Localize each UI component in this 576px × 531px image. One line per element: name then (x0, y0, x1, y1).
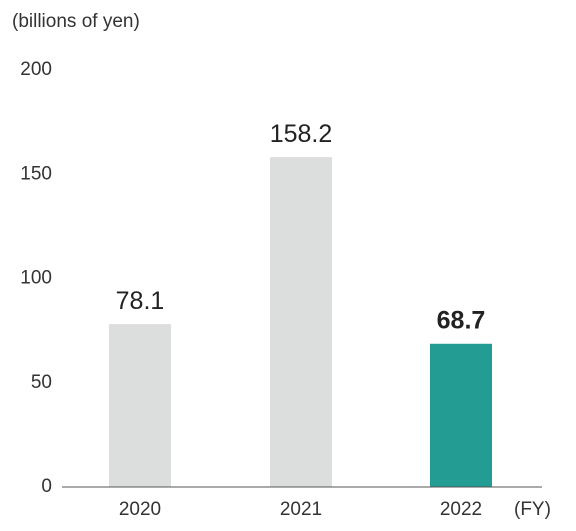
y-tick-label: 0 (41, 476, 52, 497)
y-axis-label: (billions of yen) (12, 11, 140, 32)
y-tick-label: 150 (20, 163, 52, 184)
bar (109, 324, 171, 487)
y-tick-label: 50 (31, 372, 52, 393)
x-tick-label: 2020 (119, 499, 161, 520)
x-tick-label: 2022 (440, 499, 482, 520)
bar (430, 343, 492, 487)
y-tick-label: 100 (20, 268, 52, 289)
x-tick-label: 2021 (280, 499, 322, 520)
y-tick-label: 200 (20, 59, 52, 80)
bar (270, 157, 332, 487)
value-label: 78.1 (116, 287, 165, 315)
value-label: 158.2 (270, 120, 333, 148)
x-axis-label: (FY) (514, 499, 551, 520)
value-label: 68.7 (437, 306, 486, 334)
